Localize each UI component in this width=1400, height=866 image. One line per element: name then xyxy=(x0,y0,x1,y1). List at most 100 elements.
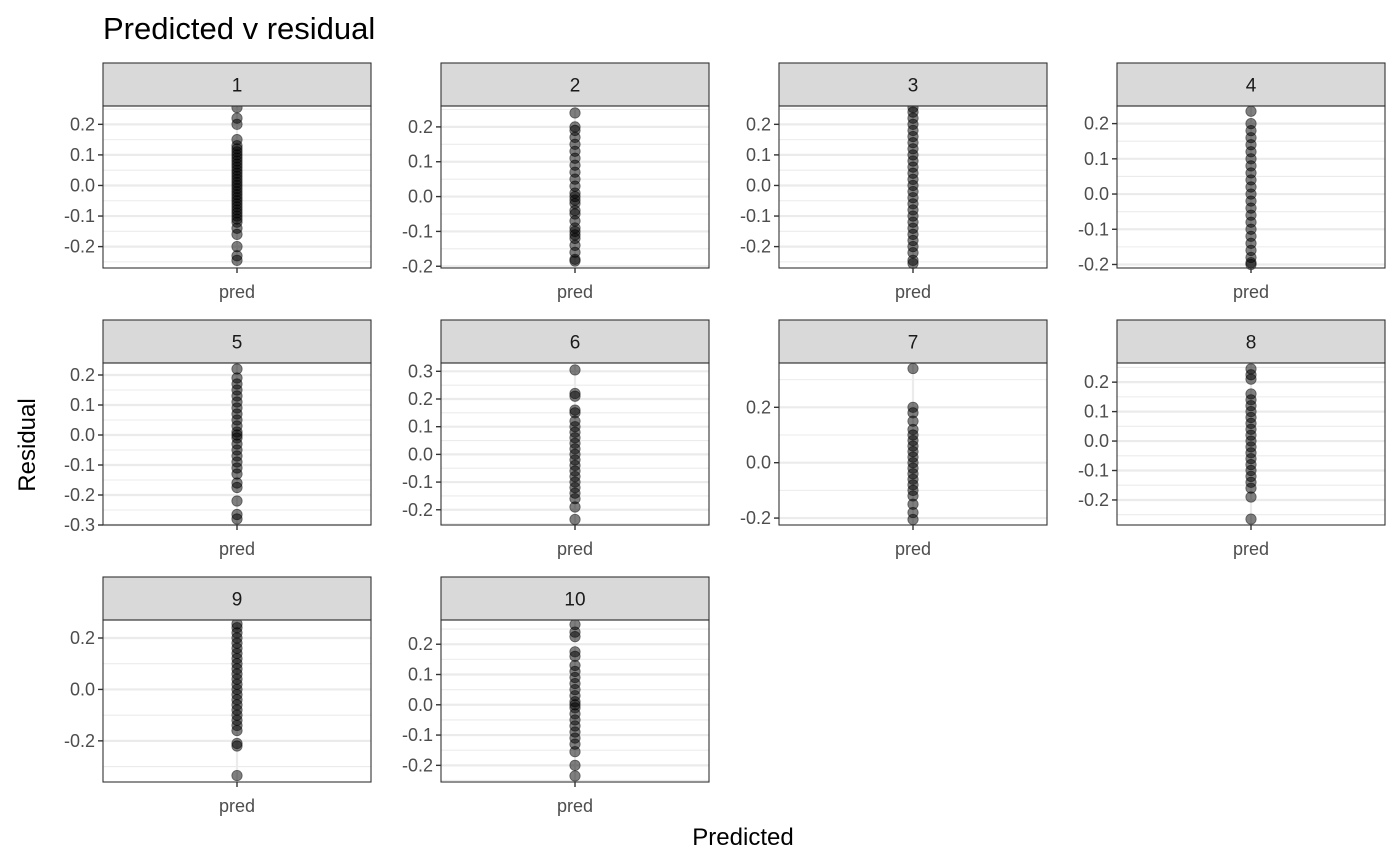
facet-strip xyxy=(1116,62,1386,107)
data-point xyxy=(231,724,243,737)
facet-panel-5: 5 -0.3 -0.2 -0.1 0.0 0.1 0.2 pred xyxy=(64,319,372,559)
data-point xyxy=(569,364,581,376)
data-point xyxy=(1245,105,1257,117)
data-point xyxy=(231,740,243,752)
data-point xyxy=(1245,513,1257,525)
y-tick-label: 0.0 xyxy=(1084,431,1109,451)
y-tick-label: -0.1 xyxy=(64,455,95,475)
facet-strip xyxy=(102,576,372,621)
facet-strip xyxy=(102,319,372,364)
x-tick-label: pred xyxy=(557,282,593,302)
data-point xyxy=(231,481,243,494)
y-tick-label: -0.2 xyxy=(64,731,95,751)
y-tick-label: 0.0 xyxy=(408,444,433,464)
data-point xyxy=(569,631,581,643)
data-point xyxy=(569,770,581,782)
facet-strip xyxy=(440,576,710,621)
y-tick-label: 0.0 xyxy=(70,175,95,195)
y-tick-label: -0.1 xyxy=(740,206,771,226)
y-tick-label: 0.0 xyxy=(408,187,433,207)
y-tick-label: 0.1 xyxy=(746,145,771,165)
facet-panel-7: 7 -0.2 0.0 0.2 pred xyxy=(740,319,1048,559)
data-point xyxy=(1245,373,1257,385)
y-tick-label: 0.2 xyxy=(408,389,433,409)
facet-strip-label: 4 xyxy=(1246,76,1257,97)
y-tick-label: 0.3 xyxy=(408,361,433,381)
y-tick-label: -0.2 xyxy=(1078,254,1109,274)
y-tick-label: -0.2 xyxy=(64,237,95,257)
y-tick-label: 0.0 xyxy=(746,175,771,195)
facet-strip-label: 8 xyxy=(1246,333,1257,354)
data-point xyxy=(231,769,243,782)
facet-panel-6: 6 -0.2 -0.1 0.0 0.1 0.2 0.3 pred xyxy=(402,319,710,559)
y-tick-label: 0.2 xyxy=(408,634,433,654)
y-tick-label: -0.2 xyxy=(402,500,433,520)
y-tick-label: -0.1 xyxy=(402,725,433,745)
y-tick-label: 0.2 xyxy=(1084,372,1109,392)
y-tick-label: 0.2 xyxy=(746,397,771,417)
chart-title: Predicted v residual xyxy=(103,11,375,46)
x-tick-label: pred xyxy=(219,539,255,559)
x-tick-label: pred xyxy=(895,539,931,559)
facet-panel-1: 1 -0.2 -0.1 0.0 0.1 0.2 pred xyxy=(64,62,372,302)
facet-panels: 1 -0.2 -0.1 0.0 0.1 0.2 pred 2 -0.2 -0.1 0.0 0.1 0.2… xyxy=(64,62,1386,816)
x-tick-label: pred xyxy=(557,539,593,559)
x-tick-label: pred xyxy=(219,282,255,302)
y-tick-label: 0.1 xyxy=(1084,402,1109,422)
facet-strip-label: 6 xyxy=(570,333,581,354)
data-point xyxy=(569,107,581,119)
y-tick-label: -0.1 xyxy=(1078,461,1109,481)
y-tick-label: -0.2 xyxy=(64,485,95,505)
facet-panel-2: 2 -0.2 -0.1 0.0 0.1 0.2 pred xyxy=(402,62,710,302)
y-tick-label: -0.2 xyxy=(402,256,433,276)
data-point xyxy=(231,495,243,507)
x-tick-label: pred xyxy=(895,282,931,302)
data-point xyxy=(907,513,919,526)
y-tick-label: 0.0 xyxy=(70,679,95,699)
y-tick-label: 0.1 xyxy=(408,665,433,685)
x-tick-label: pred xyxy=(1233,539,1269,559)
y-tick-label: 0.0 xyxy=(408,695,433,715)
data-point xyxy=(231,254,243,266)
y-tick-label: -0.2 xyxy=(1078,490,1109,510)
y-tick-label: -0.1 xyxy=(64,206,95,226)
y-tick-label: 0.2 xyxy=(70,365,95,385)
facet-strip-label: 3 xyxy=(908,76,919,97)
facet-strip xyxy=(440,319,710,364)
facet-panel-3: 3 -0.2 -0.1 0.0 0.1 0.2 pred xyxy=(740,62,1048,302)
data-point xyxy=(231,513,243,525)
x-axis-title: Predicted xyxy=(692,824,793,851)
facet-panel-9: 9 -0.2 0.0 0.2 pred xyxy=(64,576,372,816)
x-tick-label: pred xyxy=(557,796,593,816)
y-tick-label: 0.2 xyxy=(1084,114,1109,134)
y-tick-label: 0.2 xyxy=(746,114,771,134)
data-point xyxy=(231,118,243,130)
data-point xyxy=(1245,491,1257,503)
y-tick-label: 0.0 xyxy=(70,425,95,445)
x-tick-label: pred xyxy=(219,796,255,816)
y-tick-label: 0.1 xyxy=(1084,149,1109,169)
y-tick-label: 0.0 xyxy=(1084,184,1109,204)
y-tick-label: 0.1 xyxy=(408,152,433,172)
y-tick-label: -0.3 xyxy=(64,515,95,535)
y-axis-title: Residual xyxy=(14,398,41,491)
facet-panel-4: 4 -0.2 -0.1 0.0 0.1 0.2 pred xyxy=(1078,62,1386,302)
y-tick-label: 0.2 xyxy=(70,628,95,648)
facet-strip xyxy=(1116,319,1386,364)
facet-strip-label: 5 xyxy=(232,333,243,354)
data-point xyxy=(907,257,919,270)
facet-panel-10: 10 -0.2 -0.1 0.0 0.1 0.2 pred xyxy=(402,576,710,816)
facet-strip xyxy=(778,319,1048,364)
y-tick-label: -0.1 xyxy=(402,221,433,241)
facet-strip-label: 1 xyxy=(232,76,243,97)
y-tick-label: -0.2 xyxy=(402,755,433,775)
facet-strip-label: 10 xyxy=(564,590,585,611)
facet-strip-label: 9 xyxy=(232,590,243,611)
y-tick-label: 0.2 xyxy=(408,117,433,137)
facet-strip xyxy=(440,62,710,107)
data-point xyxy=(569,501,581,513)
data-point xyxy=(569,255,581,267)
y-tick-label: 0.2 xyxy=(70,114,95,134)
y-tick-label: 0.1 xyxy=(70,145,95,165)
